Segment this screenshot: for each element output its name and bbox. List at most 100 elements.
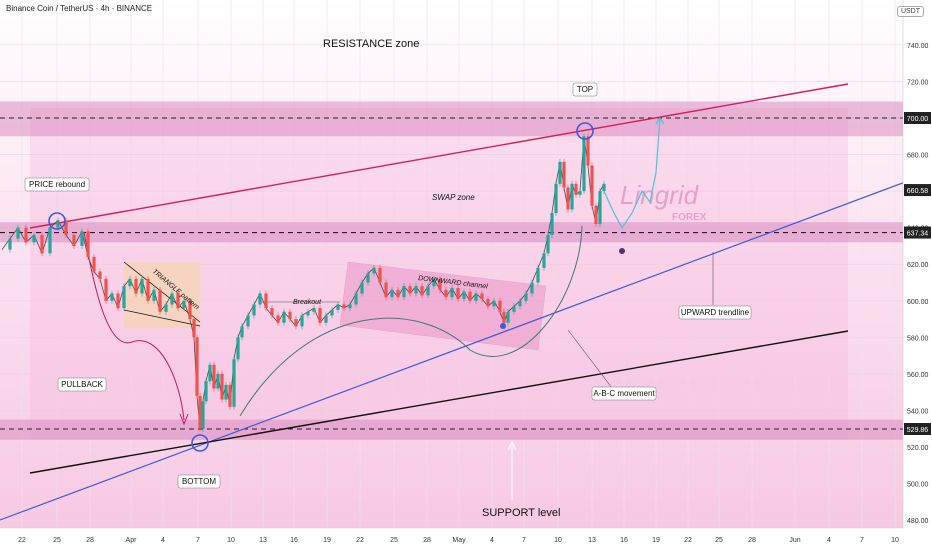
- candle-body-78: [456, 287, 460, 299]
- pullback-curve: [83, 231, 185, 421]
- price-badge-bg-660.58: [904, 184, 931, 197]
- price-badge-label-529.86: 529.86: [907, 427, 929, 434]
- candle-body-34: [208, 364, 212, 382]
- label-swap-zone: SWAP zone: [432, 193, 475, 202]
- candle-body-7: [56, 220, 60, 228]
- y-tick-label-500: 500.00: [907, 482, 929, 489]
- candle-body-63: [366, 273, 370, 283]
- candle-body-41: [236, 337, 240, 360]
- candle-body-49: [282, 311, 286, 323]
- candle-body-97: [558, 161, 562, 184]
- candle-body-60: [348, 304, 352, 309]
- candle-body-67: [390, 289, 394, 298]
- candle-body-103: [582, 136, 586, 192]
- price-badge-637.34: 637.34: [904, 226, 931, 239]
- candle-body-39: [228, 384, 232, 407]
- candle-body-48: [276, 315, 280, 323]
- label-upward-trendline-box: [678, 305, 752, 320]
- x-tick-label-16: 10: [554, 537, 562, 544]
- candle-body-101: [574, 183, 578, 195]
- candle-body-9: [72, 234, 76, 246]
- candle-body-16: [116, 293, 120, 309]
- candle-body-4: [32, 234, 36, 243]
- candle-body-61: [354, 293, 358, 305]
- label-price-rebound-box: [24, 177, 90, 192]
- candle-body-104: [586, 136, 590, 166]
- candle-body-81: [474, 293, 478, 301]
- y-tick-label-560: 560.00: [907, 372, 929, 379]
- candle-body-75: [438, 278, 442, 290]
- projection-arrowhead: [655, 116, 665, 125]
- candle-body-66: [384, 282, 388, 298]
- candle-body-20: [140, 278, 144, 294]
- candle-body-8: [64, 220, 68, 235]
- x-tick-label-17: 13: [588, 537, 596, 544]
- price-badge-label-637.34: 637.34: [907, 231, 929, 238]
- x-tick-label-8: 16: [290, 537, 298, 544]
- candle-body-33: [204, 381, 208, 402]
- candle-body-31: [198, 395, 202, 429]
- label-abc-movement: A-B-C movement: [591, 386, 657, 401]
- candle-body-95: [550, 213, 554, 235]
- x-tick-label-10: 22: [356, 537, 364, 544]
- price-rebound-circle: [48, 212, 66, 230]
- candle-body-5: [40, 234, 44, 254]
- time-axis: 22 25 28 Apr 4 7 10 13 16 19 22 25 28 May 4 7 10 13 16 19 22…: [0, 527, 903, 550]
- downward-channel-box: [339, 261, 547, 351]
- x-tick-label-2: 28: [86, 537, 94, 544]
- candle-body-99: [566, 187, 570, 210]
- y-tick-label-580: 580.00: [907, 335, 929, 342]
- candle-body-28: [188, 300, 192, 320]
- x-tick-label-21: 25: [715, 537, 723, 544]
- label-top: TOP: [572, 82, 598, 97]
- bottom-circle: [191, 434, 209, 452]
- y-tick-label-600: 600.00: [907, 299, 929, 306]
- candle-body-90: [524, 293, 528, 301]
- candle-body-71: [414, 286, 418, 294]
- resistance-trendline: [29, 83, 849, 229]
- candle-body-12: [92, 256, 96, 272]
- candle-body-50: [288, 311, 292, 320]
- candle-body-36: [216, 373, 220, 389]
- candle-body-86: [502, 311, 506, 323]
- candle-body-17: [122, 286, 126, 309]
- candle-body-54: [312, 308, 316, 312]
- candle-body-65: [378, 267, 382, 283]
- x-tick-label-1: 25: [53, 537, 61, 544]
- candle-body-93: [542, 253, 546, 268]
- candle-body-91: [530, 282, 534, 294]
- candle-body-19: [134, 278, 138, 294]
- candle-body-73: [426, 286, 430, 296]
- candle-body-52: [300, 315, 304, 327]
- candle-body-29: [192, 319, 196, 338]
- support-trendline: [29, 330, 849, 474]
- candle-body-85: [498, 300, 502, 312]
- label-bottom-box: [177, 474, 221, 489]
- price-badge-label-700.00: 700.00: [907, 116, 929, 123]
- candle-body-106: [594, 205, 598, 225]
- candle-body-43: [246, 315, 250, 327]
- candle-body-74: [432, 278, 436, 287]
- label-support-level: SUPPORT level: [482, 507, 560, 519]
- candle-body-11: [86, 231, 90, 257]
- candle-body-24: [164, 304, 168, 312]
- candle-body-18: [128, 278, 132, 287]
- candle-body-64: [372, 267, 376, 274]
- label-resistance-zone: RESISTANCE zone: [323, 38, 419, 50]
- x-tick-label-7: 13: [259, 537, 267, 544]
- label-top-box: [572, 82, 598, 97]
- price-series: [1, 116, 665, 432]
- label-abc-movement-text: A-B-C movement: [593, 389, 655, 398]
- currency-badge[interactable]: USDT: [896, 6, 924, 17]
- top-circle: [576, 122, 594, 140]
- y-tick-label-620: 620.00: [907, 262, 929, 269]
- candle-body-32: [201, 401, 205, 429]
- x-tick-label-20: 22: [684, 537, 692, 544]
- x-tick-label-19: 19: [652, 537, 660, 544]
- label-bottom: BOTTOM: [177, 474, 221, 489]
- y-tick-label-740: 740.00: [907, 43, 929, 50]
- y-tick-label-680: 680.00: [907, 153, 929, 160]
- abc-curve: [239, 225, 583, 417]
- candle-body-2: [16, 227, 20, 239]
- candle-body-84: [492, 300, 496, 307]
